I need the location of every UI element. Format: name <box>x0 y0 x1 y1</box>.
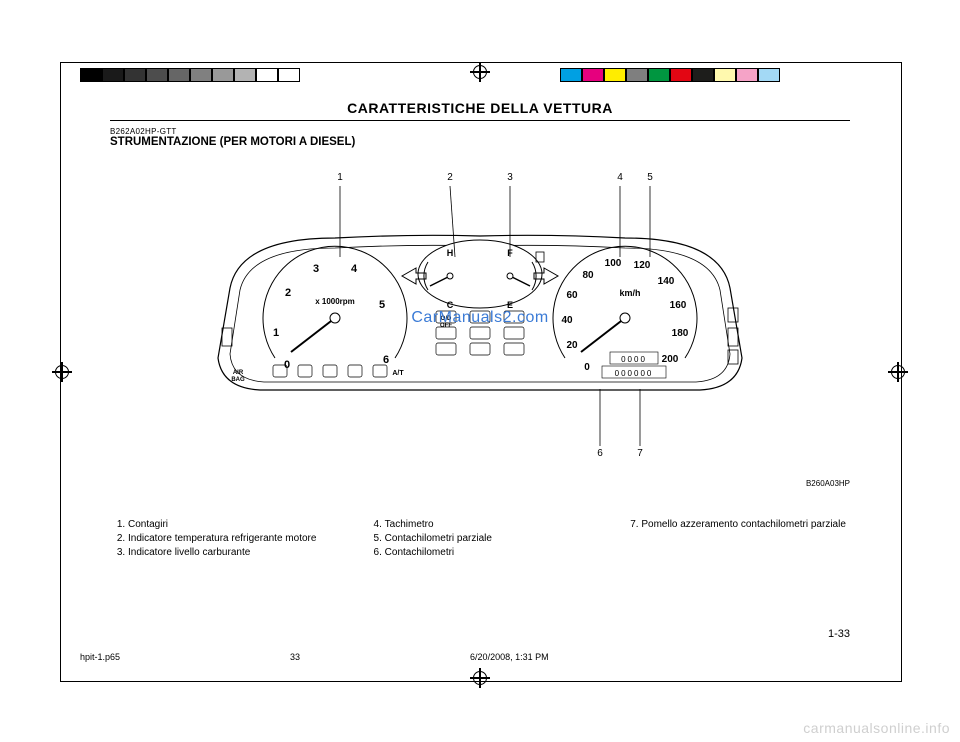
svg-text:120: 120 <box>634 260 651 271</box>
svg-text:2: 2 <box>285 287 291 299</box>
registration-target-left <box>52 362 72 382</box>
reg-swatch <box>692 68 714 82</box>
reg-swatch <box>670 68 692 82</box>
reg-swatch <box>604 68 626 82</box>
svg-text:AIR: AIR <box>233 370 244 376</box>
svg-text:A/T: A/T <box>392 370 404 377</box>
print-footer-file: hpit-1.p65 <box>80 652 120 662</box>
legend-col-1: ContagiriIndicatore temperatura refriger… <box>110 518 337 560</box>
registration-target-bottom <box>470 668 490 688</box>
svg-text:180: 180 <box>672 328 689 339</box>
page-content: CARATTERISTICHE DELLA VETTURA B262A02HP-… <box>110 100 850 640</box>
registration-gray-bar <box>80 68 300 82</box>
svg-text:5: 5 <box>647 172 653 183</box>
print-footer-timestamp: 6/20/2008, 1:31 PM <box>470 652 549 662</box>
svg-text:20: 20 <box>566 340 578 351</box>
svg-text:OFF: OFF <box>440 323 452 329</box>
reg-swatch <box>714 68 736 82</box>
page-title: CARATTERISTICHE DELLA VETTURA <box>110 100 850 121</box>
instrument-cluster-figure: 0123456x 1000rpm020406080100120140160180… <box>110 158 850 478</box>
svg-text:4: 4 <box>351 263 358 275</box>
legend: ContagiriIndicatore temperatura refriger… <box>110 518 850 560</box>
svg-text:x 1000rpm: x 1000rpm <box>315 297 355 306</box>
svg-text:60: 60 <box>566 290 578 301</box>
print-sheet: CARATTERISTICHE DELLA VETTURA B262A02HP-… <box>0 0 960 742</box>
reg-swatch <box>234 68 256 82</box>
legend-item: Contachilometri <box>385 546 594 560</box>
print-footer-sheet: 33 <box>290 652 300 662</box>
reg-swatch <box>278 68 300 82</box>
svg-text:H: H <box>447 248 454 258</box>
reg-swatch <box>190 68 212 82</box>
reg-swatch <box>124 68 146 82</box>
legend-col-2: TachimetroContachilometri parzialeContac… <box>367 518 594 560</box>
legend-col-3: Pomello azzeramento contachilometri parz… <box>623 518 850 560</box>
registration-color-bar <box>560 68 780 82</box>
svg-text:0000: 0000 <box>621 355 647 364</box>
svg-text:6: 6 <box>383 354 389 366</box>
reg-swatch <box>648 68 670 82</box>
document-reference: B262A02HP-GTT <box>110 127 850 136</box>
svg-text:000000: 000000 <box>615 369 654 378</box>
site-watermark: carmanualsonline.info <box>803 720 950 736</box>
svg-text:0: 0 <box>584 362 590 373</box>
reg-swatch <box>582 68 604 82</box>
svg-text:E: E <box>507 300 513 310</box>
figure-reference: B260A03HP <box>806 479 850 488</box>
svg-text:3: 3 <box>313 263 319 275</box>
reg-swatch <box>212 68 234 82</box>
svg-text:6: 6 <box>597 448 603 459</box>
legend-item: Tachimetro <box>385 518 594 532</box>
svg-text:5: 5 <box>379 299 385 311</box>
svg-text:80: 80 <box>582 270 594 281</box>
svg-text:140: 140 <box>658 276 675 287</box>
svg-text:200: 200 <box>662 354 679 365</box>
svg-text:C: C <box>447 300 454 310</box>
reg-swatch <box>102 68 124 82</box>
legend-item: Indicatore livello carburante <box>128 546 337 560</box>
svg-text:7: 7 <box>637 448 643 459</box>
reg-swatch <box>146 68 168 82</box>
reg-swatch <box>80 68 102 82</box>
legend-item: Contagiri <box>128 518 337 532</box>
svg-text:1: 1 <box>273 327 279 339</box>
reg-swatch <box>256 68 278 82</box>
page-number: 1-33 <box>828 628 850 640</box>
reg-swatch <box>736 68 758 82</box>
svg-text:40: 40 <box>561 315 573 326</box>
section-subtitle: STRUMENTAZIONE (PER MOTORI A DIESEL) <box>110 136 850 148</box>
legend-item: Pomello azzeramento contachilometri parz… <box>641 518 850 532</box>
svg-text:100: 100 <box>605 258 622 269</box>
legend-item: Indicatore temperatura refrigerante moto… <box>128 532 337 546</box>
instrument-cluster-svg: 0123456x 1000rpm020406080100120140160180… <box>110 158 850 478</box>
reg-swatch <box>560 68 582 82</box>
svg-text:O/D: O/D <box>441 316 452 322</box>
svg-text:2: 2 <box>447 172 453 183</box>
svg-text:BAG: BAG <box>231 377 245 383</box>
reg-swatch <box>758 68 780 82</box>
svg-text:km/h: km/h <box>619 288 640 298</box>
svg-text:160: 160 <box>670 300 687 311</box>
legend-item: Contachilometri parziale <box>385 532 594 546</box>
svg-text:3: 3 <box>507 172 513 183</box>
svg-text:4: 4 <box>617 172 623 183</box>
print-footer: hpit-1.p65 33 6/20/2008, 1:31 PM <box>80 652 880 662</box>
svg-text:1: 1 <box>337 172 343 183</box>
registration-target-right <box>888 362 908 382</box>
reg-swatch <box>168 68 190 82</box>
reg-swatch <box>626 68 648 82</box>
registration-target-top <box>470 62 490 82</box>
